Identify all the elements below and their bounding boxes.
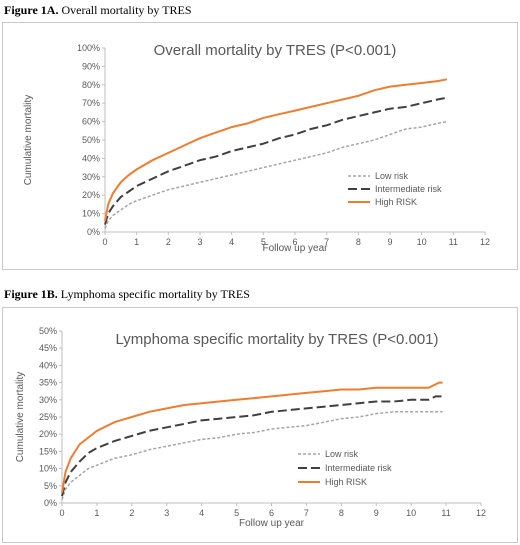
y-tick-label: 80% (82, 80, 100, 90)
x-tick-label: 2 (129, 508, 134, 518)
legend-label: High RISK (375, 197, 417, 207)
figure-1a-caption: Figure 1A. Overall mortality by TRES (4, 3, 192, 18)
y-tick-label: 50% (39, 326, 57, 336)
caption-label: Figure 1A. (4, 3, 59, 17)
x-tick-label: 3 (197, 237, 202, 247)
y-tick-label: 10% (39, 464, 57, 474)
x-tick-label: 9 (387, 237, 392, 247)
y-tick-label: 90% (82, 61, 100, 71)
y-tick-label: 0% (87, 227, 100, 237)
x-tick-label: 12 (476, 508, 486, 518)
y-tick-label: 30% (82, 172, 100, 182)
y-axis-label: Cumulative mortality (15, 372, 26, 463)
caption-label: Figure 1B. (4, 287, 58, 301)
series-line-intermediate-risk (104, 96, 448, 225)
lymphoma-mortality-chart: Lymphoma specific mortality by TRES (P<0… (15, 326, 486, 529)
x-tick-label: 11 (441, 508, 450, 518)
x-tick-label: 0 (102, 237, 107, 247)
y-tick-label: 35% (39, 378, 57, 388)
x-tick-label: 7 (324, 237, 329, 247)
series-line-low-risk (104, 120, 448, 229)
x-tick-label: 11 (449, 237, 458, 247)
x-tick-label: 1 (134, 237, 139, 247)
y-tick-label: 10% (82, 209, 100, 219)
y-axis-label: Cumulative mortality (23, 95, 34, 186)
x-tick-label: 2 (166, 237, 171, 247)
legend-label: Intermediate risk (375, 184, 442, 194)
legend-label: Low risk (325, 449, 359, 459)
y-tick-label: 5% (44, 481, 57, 491)
x-tick-label: 10 (417, 237, 427, 247)
legend-label: Intermediate risk (325, 463, 392, 473)
x-tick-label: 7 (304, 508, 309, 518)
series-line-intermediate-risk (61, 395, 443, 497)
figure-1b-caption: Figure 1B. Lymphoma specific mortality b… (4, 287, 250, 302)
y-tick-label: 20% (39, 429, 57, 439)
chart-panel-1b: Lymphoma specific mortality by TRES (P<0… (2, 307, 518, 543)
y-tick-label: 70% (82, 98, 100, 108)
x-tick-label: 4 (199, 508, 204, 518)
x-tick-label: 3 (164, 508, 169, 518)
y-tick-label: 40% (82, 153, 100, 163)
series-line-high-risk (104, 78, 448, 222)
overall-mortality-chart: Overall mortality by TRES (P<0.001) 0% 10%… (23, 42, 490, 254)
x-tick-label: 9 (374, 508, 379, 518)
series-line-low-risk (61, 411, 443, 500)
legend-label: High RISK (325, 477, 367, 487)
y-tick-label: 20% (82, 190, 100, 200)
y-tick-label: 15% (39, 446, 57, 456)
y-tick-label: 25% (39, 412, 57, 422)
y-tick-label: 30% (39, 395, 57, 405)
y-tick-label: 0% (44, 498, 57, 508)
x-axis-label: Follow up year (262, 243, 328, 254)
x-tick-label: 5 (261, 237, 266, 247)
x-tick-label: 10 (406, 508, 416, 518)
x-tick-label: 5 (234, 508, 239, 518)
x-tick-label: 12 (480, 237, 490, 247)
legend-label: Low risk (375, 171, 409, 181)
chart-title: Lymphoma specific mortality by TRES (P<0… (115, 331, 438, 348)
chart-panel-1a: Overall mortality by TRES (P<0.001) 0% 10%… (2, 22, 518, 270)
x-tick-label: 6 (292, 237, 297, 247)
x-tick-label: 8 (356, 237, 361, 247)
y-tick-label: 60% (82, 117, 100, 127)
x-tick-label: 8 (339, 508, 344, 518)
y-tick-label: 40% (39, 360, 57, 370)
series-line-high-risk (61, 381, 443, 493)
x-tick-label: 4 (229, 237, 234, 247)
y-tick-label: 100% (77, 43, 100, 53)
caption-text: Overall mortality by TRES (58, 3, 192, 17)
caption-text: Lymphoma specific mortality by TRES (57, 287, 250, 301)
x-tick-label: 1 (94, 508, 99, 518)
x-tick-label: 6 (269, 508, 274, 518)
y-tick-label: 50% (82, 135, 100, 145)
x-axis-label: Follow up year (239, 518, 305, 529)
x-tick-label: 0 (59, 508, 64, 518)
y-tick-label: 45% (39, 343, 57, 353)
chart-title: Overall mortality by TRES (P<0.001) (154, 42, 397, 59)
